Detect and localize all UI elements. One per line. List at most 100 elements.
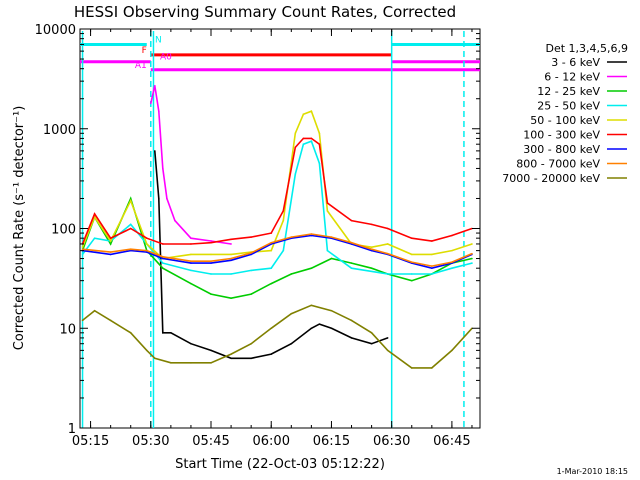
data-point (81, 319, 84, 322)
data-point (370, 332, 373, 334)
data-point (250, 342, 252, 345)
data-point (431, 267, 433, 269)
data-point (230, 273, 232, 275)
data-point (326, 210, 329, 212)
data-point (145, 349, 148, 352)
data-point (210, 273, 212, 275)
data-point (270, 353, 273, 355)
data-point (302, 143, 305, 146)
data-point (109, 319, 112, 322)
y-tick-label: 1 (68, 422, 76, 437)
data-point (93, 237, 96, 239)
data-point (162, 267, 164, 269)
data-point (210, 362, 212, 364)
data-point (170, 332, 172, 334)
data-point (451, 261, 453, 263)
data-point (145, 243, 148, 245)
data-point (386, 252, 389, 255)
legend-label: 12 - 25 keV (537, 85, 600, 98)
data-point (330, 309, 333, 312)
data-point (386, 227, 389, 230)
data-point (230, 259, 232, 262)
data-point (109, 253, 112, 256)
x-tick-label: 06:30 (373, 434, 410, 449)
data-point (431, 367, 433, 369)
data-point (174, 219, 176, 222)
data-point (282, 219, 285, 222)
legend-title: Det 1,3,4,5,6,9 (545, 42, 628, 55)
series-line (81, 196, 473, 300)
data-point (149, 102, 152, 105)
data-point (230, 297, 232, 300)
data-point (81, 253, 84, 256)
data-point (451, 267, 453, 269)
data-point (250, 252, 252, 254)
data-point (230, 257, 232, 260)
data-point (145, 237, 148, 239)
data-point (190, 243, 192, 245)
data-point (129, 332, 132, 334)
legend-label: 3 - 6 keV (551, 56, 600, 69)
data-point (302, 113, 305, 115)
data-point (350, 219, 353, 222)
series-line (82, 233, 473, 267)
data-point (190, 269, 192, 272)
data-point (270, 241, 273, 244)
data-point (210, 293, 212, 295)
data-point (386, 337, 389, 339)
data-point (294, 173, 297, 176)
data-point (145, 249, 148, 252)
data-point (230, 357, 232, 360)
legend-label: 7000 - 20000 keV (502, 172, 600, 185)
data-point (109, 243, 112, 245)
y-axis-label: Corrected Count Rate (s⁻¹ detector⁻¹) (12, 106, 27, 351)
data-point (471, 257, 473, 260)
data-point (230, 253, 232, 256)
legend-label: 100 - 300 keV (523, 129, 600, 142)
data-point (190, 260, 192, 263)
data-point (370, 248, 373, 251)
flag-label: N (155, 35, 162, 45)
data-point (162, 167, 164, 170)
x-tick-label: 06:00 (253, 434, 290, 449)
data-point (270, 327, 273, 330)
data-point (190, 237, 192, 239)
data-point (81, 248, 84, 251)
x-tick-label: 06:45 (433, 434, 470, 449)
data-point (190, 342, 192, 345)
data-point (290, 312, 293, 315)
data-point (158, 197, 160, 200)
data-point (350, 241, 353, 244)
data-point (270, 249, 273, 252)
data-point (290, 236, 293, 238)
data-point (318, 143, 321, 146)
flag-label: F (142, 46, 147, 56)
series-line (81, 304, 473, 369)
x-tick-label: 05:15 (72, 434, 109, 449)
data-point (410, 367, 413, 369)
data-point (310, 233, 313, 235)
data-point (451, 234, 453, 237)
flag-label: A1 (135, 61, 147, 71)
data-point (129, 227, 132, 230)
data-point (431, 253, 433, 256)
data-point (109, 237, 112, 239)
data-point (451, 249, 453, 252)
data-point (431, 240, 433, 242)
data-point (210, 241, 212, 244)
data-point (370, 249, 373, 252)
data-point (410, 273, 413, 275)
data-point (330, 327, 333, 330)
data-point (370, 342, 373, 345)
data-point (250, 293, 252, 295)
data-point (190, 253, 192, 256)
data-point (350, 267, 353, 269)
data-point (250, 269, 252, 272)
chart-title: HESSI Observing Summary Count Rates, Cor… (74, 3, 456, 21)
series-line (82, 234, 473, 270)
data-point (162, 243, 164, 245)
legend-label: 6 - 12 keV (544, 71, 600, 84)
y-tick-label: 100 (51, 223, 76, 238)
